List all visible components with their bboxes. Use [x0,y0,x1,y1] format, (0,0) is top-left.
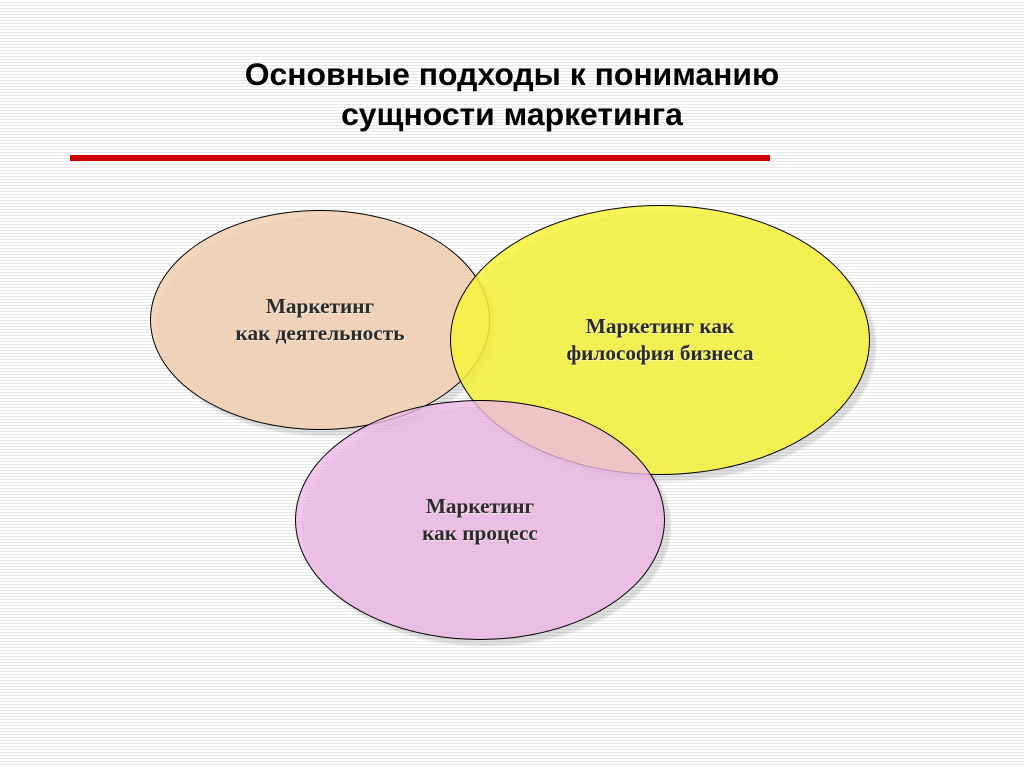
ellipse-activity-label-line2: как деятельность [236,321,405,345]
accent-rule [70,155,770,161]
ellipse-activity-label-line1: Маркетинг [266,294,374,318]
ellipse-philosophy-label: Маркетинг как философия бизнеса [546,303,773,376]
ellipse-philosophy-label-line1: Маркетинг как [586,314,734,338]
ellipse-process-label-line2: как процесс [422,521,538,545]
slide: Основные подходы к пониманию сущности ма… [0,0,1024,767]
title-line-2: сущности маркетинга [0,95,1024,135]
ellipse-process-label: Маркетинг как процесс [402,483,558,556]
ellipse-activity-label: Маркетинг как деятельность [216,283,425,356]
ellipse-process: Маркетинг как процесс [295,400,665,640]
title-line-1: Основные подходы к пониманию [0,55,1024,95]
slide-title: Основные подходы к пониманию сущности ма… [0,55,1024,135]
ellipse-activity: Маркетинг как деятельность [150,210,490,430]
ellipse-philosophy-label-line2: философия бизнеса [566,341,753,365]
ellipse-process-label-line1: Маркетинг [426,494,534,518]
